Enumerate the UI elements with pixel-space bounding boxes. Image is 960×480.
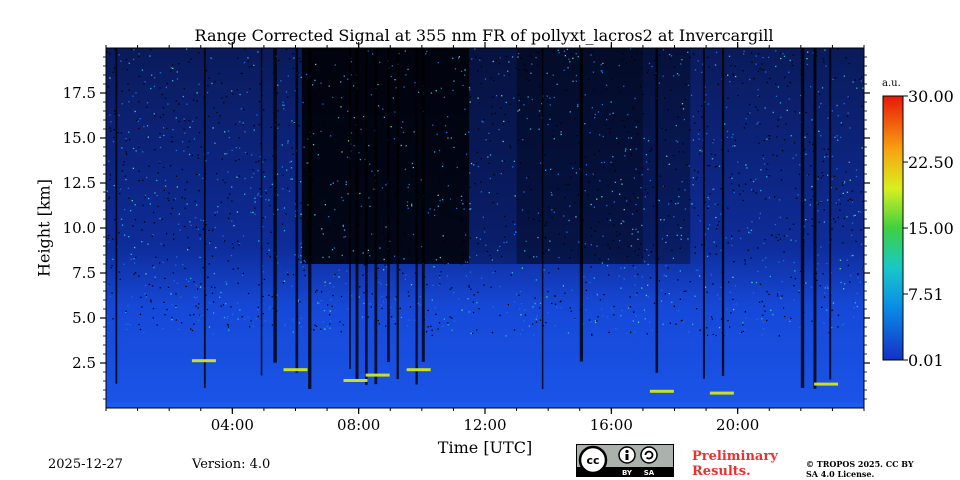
- cc-license-badge: cc BY SA: [576, 444, 674, 477]
- sa-text: SA: [644, 469, 655, 477]
- colorbar-tick-label: 22.50: [908, 153, 954, 172]
- attenuation-streak: [396, 48, 399, 380]
- attenuation-streak: [800, 48, 805, 388]
- y-tick-label: 17.5: [63, 84, 96, 102]
- y-tick-label: 15.0: [63, 129, 96, 147]
- colorbar-tick-label: 15.00: [908, 219, 954, 238]
- cloud-base-feature: [191, 359, 216, 363]
- attenuation-streak: [295, 48, 299, 373]
- y-tick-label: 10.0: [63, 219, 96, 237]
- cloud-base-feature: [283, 368, 308, 372]
- attenuation-streak: [203, 48, 206, 389]
- x-tick-label: 16:00: [590, 416, 633, 434]
- attenuation-streak: [541, 48, 544, 390]
- noise-speckle: [106, 48, 865, 337]
- attenuation-streak: [579, 48, 584, 362]
- colorbar-tick-label: 0.01: [908, 351, 944, 370]
- y-tick-label: 5.0: [72, 309, 96, 327]
- cloud-base-feature: [814, 382, 839, 386]
- sa-share-icon: [640, 446, 658, 464]
- attenuation-streak: [421, 48, 425, 362]
- attenuation-streak: [115, 48, 118, 384]
- by-text: BY: [622, 469, 633, 477]
- cloud-base-feature: [406, 368, 431, 372]
- chart-title: Range Corrected Signal at 355 nm FR of p…: [194, 26, 774, 45]
- cloud-base-feature: [709, 391, 734, 395]
- cc-icon: [578, 445, 608, 475]
- colorbar-gradient: [882, 95, 904, 361]
- y-tick-label: 7.5: [72, 264, 96, 282]
- axes: 04:00 08:00 12:00 16:00 20:00 2.5 5.0 7.5 10.0 12…: [63, 42, 870, 434]
- attenuation-streak: [387, 48, 390, 363]
- colorbar-tick-label: 7.51: [908, 285, 944, 304]
- colorbar: 30.00 22.50 15.00 7.51 0.01: [882, 87, 954, 370]
- preliminary-results-label: Preliminary Results.: [692, 449, 778, 479]
- attenuation-streak: [813, 48, 817, 389]
- copyright-label: © TROPOS 2025. CC BY SA 4.0 License.: [806, 459, 914, 479]
- attenuation-streak: [364, 48, 368, 385]
- attenuation-streak: [829, 48, 832, 380]
- no-signal-zone: [301, 48, 470, 264]
- x-tick-label: 12:00: [463, 416, 506, 434]
- date-label: 2025-12-27: [48, 457, 123, 472]
- attenuation-streak: [415, 48, 418, 385]
- attenuation-streak: [374, 48, 378, 385]
- x-tick-label: 04:00: [211, 416, 254, 434]
- attenuation-streak: [260, 48, 263, 376]
- attenuation-streak: [655, 48, 659, 373]
- colorbar-unit: a.u.: [882, 78, 901, 89]
- attenuation-streak: [702, 48, 705, 379]
- y-axis-label: Height [km]: [34, 179, 54, 277]
- x-axis-label: Time [UTC]: [437, 438, 533, 457]
- version-label: Version: 4.0: [192, 457, 271, 472]
- attenuation-streak: [349, 48, 351, 369]
- x-tick-label: 08:00: [337, 416, 380, 434]
- x-tick-label: 20:00: [716, 416, 759, 434]
- attenuation-streak: [273, 48, 277, 363]
- cloud-base-feature: [649, 389, 674, 393]
- surface-layer: [106, 402, 864, 408]
- attenuation-streak: [721, 48, 725, 376]
- heatmap: [106, 48, 865, 408]
- no-signal-zone: [469, 48, 517, 264]
- attenuation-streak: [355, 48, 359, 382]
- y-tick-label: 2.5: [72, 354, 96, 372]
- cloud-base-feature: [365, 373, 390, 377]
- cloud-base-feature: [343, 379, 368, 382]
- colorbar-tick-label: 30.00: [908, 87, 954, 106]
- y-tick-label: 12.5: [63, 174, 96, 192]
- attenuation-streak: [308, 48, 312, 389]
- signal-field: [106, 48, 864, 408]
- cc-text: cc: [586, 454, 599, 467]
